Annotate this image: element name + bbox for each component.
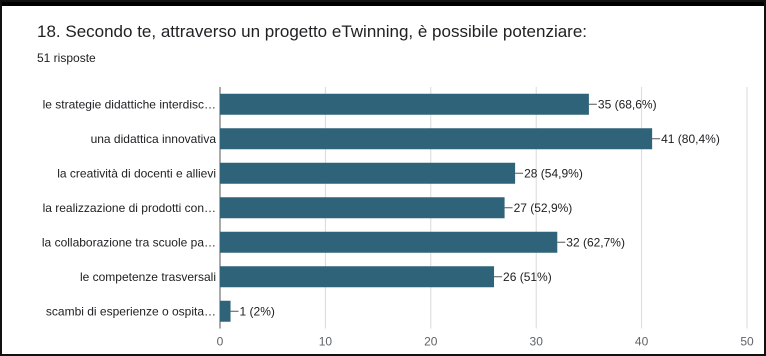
x-tick-label: 30 [530, 335, 544, 349]
category-label: le competenze trasversali [80, 270, 216, 284]
question-title: 18. Secondo te, attraverso un progetto e… [37, 22, 588, 41]
category-label: la realizzazione di prodotti con… [43, 201, 216, 215]
x-tick-label: 10 [319, 335, 333, 349]
data-label: 41 (80,4%) [661, 132, 720, 146]
response-count: 51 risposte [37, 51, 96, 65]
data-label: 28 (54,9%) [524, 166, 583, 180]
bar [220, 300, 231, 322]
bar [220, 93, 589, 115]
category-label: la collaborazione tra scuole pa… [42, 235, 216, 249]
bar [220, 128, 653, 150]
category-label: scambi di esperienze o ospita… [46, 304, 216, 318]
bar [220, 162, 516, 184]
bar [220, 231, 558, 253]
bar [220, 266, 495, 288]
x-tick-label: 20 [424, 335, 438, 349]
bar [220, 197, 505, 219]
data-label: 32 (62,7%) [566, 235, 625, 249]
cropped-header-strip [2, 2, 764, 14]
x-tick-label: 40 [635, 335, 649, 349]
category-label: la creatività di docenti e allievi [57, 166, 216, 180]
data-label: 26 (51%) [503, 270, 552, 284]
data-label: 27 (52,9%) [514, 201, 573, 215]
x-tick-label: 0 [217, 335, 224, 349]
data-label: 1 (2%) [240, 304, 275, 318]
data-label: 35 (68,6%) [598, 97, 657, 111]
x-tick-label: 50 [740, 335, 754, 349]
category-label: una didattica innovativa [91, 132, 217, 146]
category-label: le strategie didattiche interdisc… [43, 97, 216, 111]
